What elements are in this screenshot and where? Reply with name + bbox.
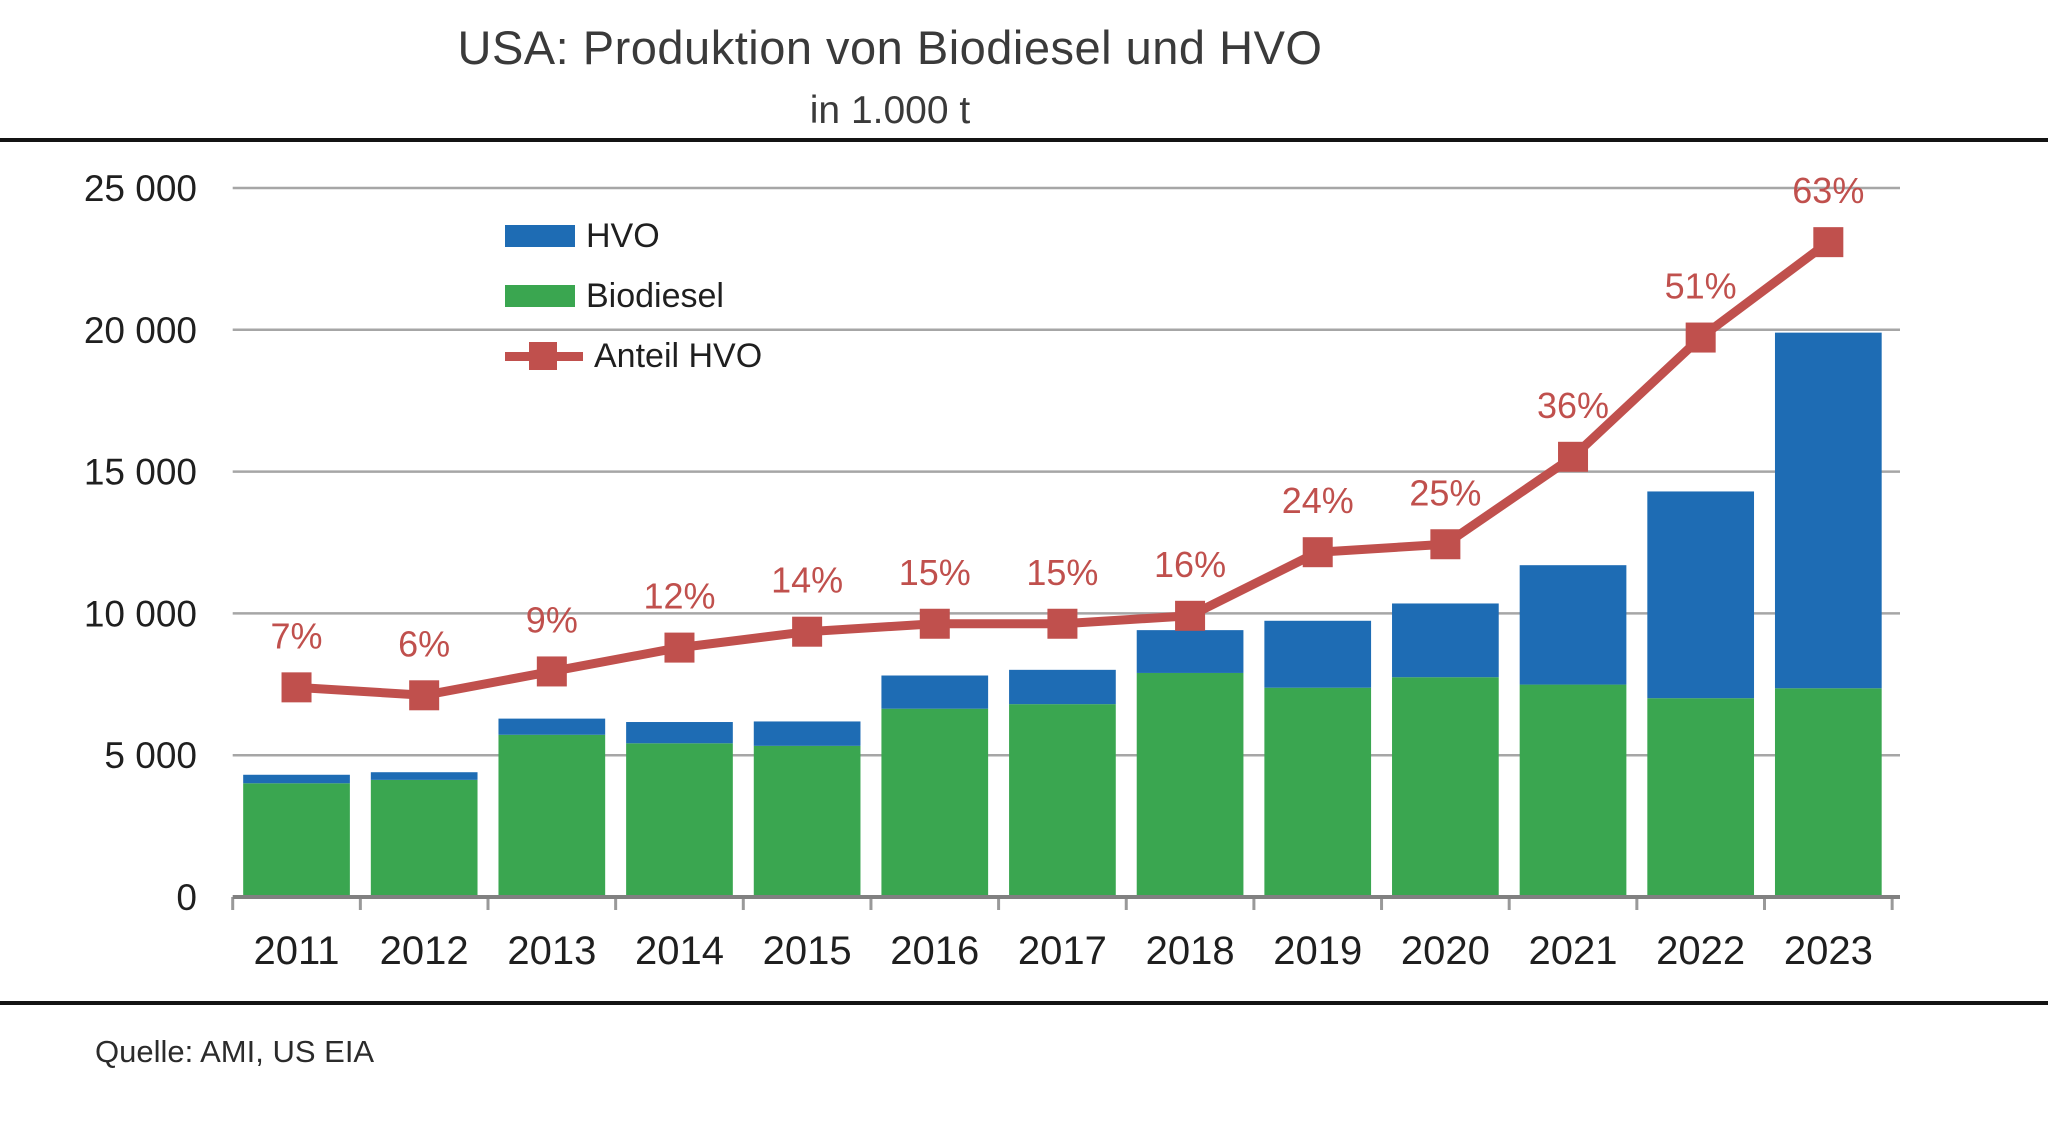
x-label-2023: 2023 [1784,929,1873,973]
bar-biodiesel-2017 [1009,704,1116,897]
anteil-hvo-label-2021: 36% [1537,385,1609,426]
bar-biodiesel-2014 [626,743,733,897]
bar-biodiesel-2022 [1647,698,1755,897]
anteil-hvo-marker-2022 [1685,322,1716,353]
anteil-hvo-marker-2023 [1813,227,1844,258]
x-label-2011: 2011 [254,929,340,973]
anteil-hvo-label-2017: 15% [1026,552,1098,593]
bar-hvo-2014 [626,722,733,744]
anteil-hvo-label-2018: 16% [1154,544,1226,585]
anteil-hvo-label-2015: 14% [771,560,843,601]
anteil-hvo-label-2012: 6% [398,623,450,664]
bar-hvo-2022 [1647,491,1755,699]
bar-hvo-2018 [1136,630,1244,673]
anteil-hvo-marker-2014 [664,632,695,663]
anteil-hvo-marker-2017 [1047,608,1078,639]
anteil-hvo-marker-2016 [919,608,950,639]
bar-hvo-2016 [881,675,989,709]
x-label-2018: 2018 [1146,929,1235,973]
anteil-hvo-line-swatch-square [529,342,557,370]
bar-hvo-2021 [1519,565,1627,685]
anteil-hvo-label-2023: 63% [1792,170,1864,211]
anteil-hvo-label-2022: 51% [1665,266,1737,307]
chart-title: USA: Produktion von Biodiesel und HVO [457,21,1323,74]
y-tick-label-15000: 15 000 [84,452,197,493]
anteil-hvo-marker-2020 [1430,529,1461,560]
bar-hvo-2015 [753,721,861,746]
bar-biodiesel-2015 [753,745,861,897]
anteil-hvo-marker-2011 [281,672,312,703]
x-label-2015: 2015 [763,929,852,973]
bar-biodiesel-2021 [1519,684,1627,897]
bar-biodiesel-2018 [1136,672,1244,897]
anteil-hvo-line-marker-swatch [505,341,583,371]
hvo-color-swatch [505,225,575,247]
anteil-hvo-label-2020: 25% [1409,472,1481,513]
chart-subtitle: in 1.000 t [809,89,971,132]
bar-biodiesel-2023 [1774,688,1882,897]
y-tick-label-20000: 20 000 [84,310,197,351]
x-label-2014: 2014 [635,929,724,973]
bar-hvo-2012 [370,772,478,780]
anteil-hvo-marker-2019 [1302,537,1333,568]
bar-biodiesel-2012 [370,779,478,897]
source-note: Quelle: AMI, US EIA [95,1034,375,1069]
chart-legend: HVO Biodiesel Anteil HVO [505,217,762,397]
header-divider [0,138,2048,142]
legend-item-anteil-hvo: Anteil HVO [505,337,762,375]
anteil-hvo-label-2019: 24% [1282,480,1354,521]
x-label-2022: 2022 [1656,929,1745,973]
bar-hvo-2019 [1264,620,1372,688]
x-label-2019: 2019 [1273,929,1362,973]
x-label-2016: 2016 [890,929,979,973]
legend-label-biodiesel: Biodiesel [586,277,724,315]
bar-hvo-2023 [1774,332,1882,689]
footer-divider [0,1001,2048,1005]
anteil-hvo-label-2013: 9% [526,599,578,640]
y-tick-label-10000: 10 000 [84,593,197,634]
bar-hvo-2013 [498,718,606,735]
anteil-hvo-marker-2018 [1175,600,1206,631]
bar-biodiesel-2016 [881,708,989,897]
bar-hvo-2020 [1392,603,1499,678]
x-label-2020: 2020 [1401,929,1490,973]
legend-item-hvo: HVO [505,217,762,255]
x-label-2017: 2017 [1018,929,1107,973]
anteil-hvo-marker-2012 [409,680,440,711]
legend-label-anteil-hvo: Anteil HVO [594,337,763,375]
x-label-2021: 2021 [1529,929,1618,973]
anteil-hvo-marker-2021 [1558,441,1589,472]
anteil-hvo-label-2016: 15% [899,552,971,593]
biodiesel-color-swatch [505,285,575,307]
y-tick-label-0: 0 [176,877,197,918]
anteil-hvo-marker-2015 [792,616,823,647]
y-tick-label-5000: 5 000 [104,735,197,776]
legend-item-biodiesel: Biodiesel [505,277,762,315]
bar-biodiesel-2019 [1264,687,1372,897]
anteil-hvo-marker-2013 [536,656,567,687]
legend-label-hvo: HVO [586,217,660,255]
bar-hvo-2017 [1009,669,1116,705]
bar-biodiesel-2020 [1392,677,1499,897]
bar-biodiesel-2011 [243,783,350,897]
anteil-hvo-label-2011: 7% [271,615,323,656]
bar-hvo-2011 [243,774,350,784]
x-label-2013: 2013 [507,929,596,973]
x-label-2012: 2012 [380,929,469,973]
bar-biodiesel-2013 [498,734,606,897]
y-tick-label-25000: 25 000 [84,168,197,209]
anteil-hvo-label-2014: 12% [643,576,715,617]
